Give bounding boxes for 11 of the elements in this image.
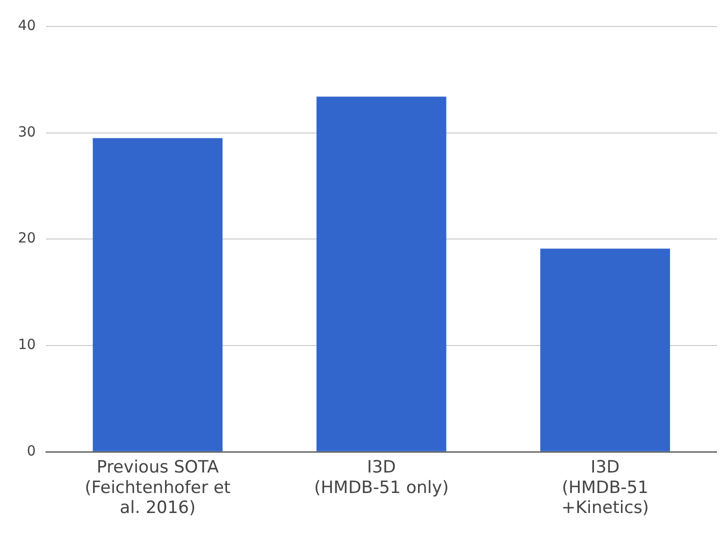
bar xyxy=(540,248,670,452)
x-tick-label: Previous SOTA (Feichtenhofer et al. 2016) xyxy=(84,457,231,518)
x-tick-label: I3D (HMDB-51 +Kinetics) xyxy=(561,457,649,518)
y-tick-label: 20 xyxy=(18,230,36,247)
y-tick-label: 30 xyxy=(18,124,36,140)
x-tick-label: I3D (HMDB-51 only) xyxy=(314,457,449,498)
y-tick-label: 0 xyxy=(26,443,36,460)
y-tick-label: 10 xyxy=(18,337,36,354)
bar xyxy=(316,96,446,452)
y-tick-label: 40 xyxy=(18,18,36,34)
bar xyxy=(92,138,223,452)
